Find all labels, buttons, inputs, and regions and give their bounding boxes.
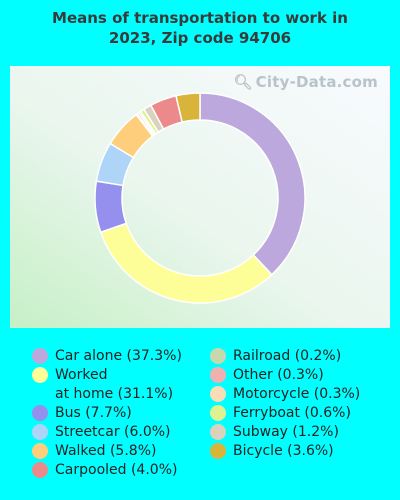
legend-item: Motorcycle (0.3%)	[210, 385, 400, 404]
legend-swatch	[32, 424, 48, 440]
legend-label: Other (0.3%)	[233, 367, 324, 383]
chart-title-line1: Means of transportation to work in	[52, 9, 348, 27]
legend-swatch	[210, 424, 226, 440]
legend-label: Motorcycle (0.3%)	[233, 386, 361, 402]
legend-item: Other (0.3%)	[210, 366, 400, 385]
donut-slice-2	[94, 180, 128, 234]
watermark-text: City-Data.com	[255, 73, 378, 91]
chart-title-line2: 2023, Zip code 94706	[108, 29, 292, 47]
donut-slice-0	[199, 92, 306, 276]
watermark: 🔍︎ City-Data.com	[233, 73, 378, 91]
legend-label: Carpooled (4.0%)	[55, 462, 178, 478]
legend-swatch	[32, 348, 48, 364]
legend-item: Ferryboat (0.6%)	[210, 404, 400, 423]
legend-swatch	[210, 348, 226, 364]
legend-label: Streetcar (6.0%)	[55, 424, 171, 440]
donut-slice-1	[99, 222, 273, 304]
legend-swatch	[210, 405, 226, 421]
legend-item: Carpooled (4.0%)	[32, 461, 212, 480]
legend-label: Bus (7.7%)	[55, 405, 132, 421]
legend-swatch	[32, 367, 48, 383]
legend-item: Bus (7.7%)	[32, 404, 212, 423]
legend: Car alone (37.3%) Worked at home (31.1%) Bu…	[32, 347, 392, 497]
legend-label: Car alone (37.3%)	[55, 348, 182, 364]
legend-item: Bicycle (3.6%)	[210, 442, 400, 461]
legend-item: Streetcar (6.0%)	[32, 423, 212, 442]
legend-label: Railroad (0.2%)	[233, 348, 342, 364]
legend-item: Railroad (0.2%)	[210, 347, 400, 366]
legend-item: Car alone (37.3%)	[32, 347, 212, 366]
magnifier-icon: 🔍︎	[233, 73, 253, 91]
donut-slice-11	[175, 92, 201, 123]
legend-swatch	[210, 367, 226, 383]
legend-column-right: Railroad (0.2%) Other (0.3%) Motorcycle (0…	[210, 347, 400, 461]
legend-swatch	[32, 443, 48, 459]
chart-title: Means of transportation to work in 2023,…	[0, 8, 400, 48]
legend-swatch	[32, 405, 48, 421]
legend-item: Walked (5.8%)	[32, 442, 212, 461]
legend-item: Subway (1.2%)	[210, 423, 400, 442]
plot-area: 🔍︎ City-Data.com	[10, 66, 390, 328]
legend-label: Subway (1.2%)	[233, 424, 339, 440]
legend-label: Bicycle (3.6%)	[233, 443, 334, 459]
legend-label: Worked at home (31.1%)	[55, 367, 174, 402]
legend-label: Ferryboat (0.6%)	[233, 405, 351, 421]
legend-item: Worked at home (31.1%)	[32, 366, 212, 404]
legend-column-left: Car alone (37.3%) Worked at home (31.1%) Bu…	[32, 347, 212, 480]
legend-swatch	[32, 462, 48, 478]
legend-swatch	[210, 386, 226, 402]
legend-label: Walked (5.8%)	[55, 443, 157, 459]
donut-chart	[94, 92, 306, 304]
legend-swatch	[210, 443, 226, 459]
